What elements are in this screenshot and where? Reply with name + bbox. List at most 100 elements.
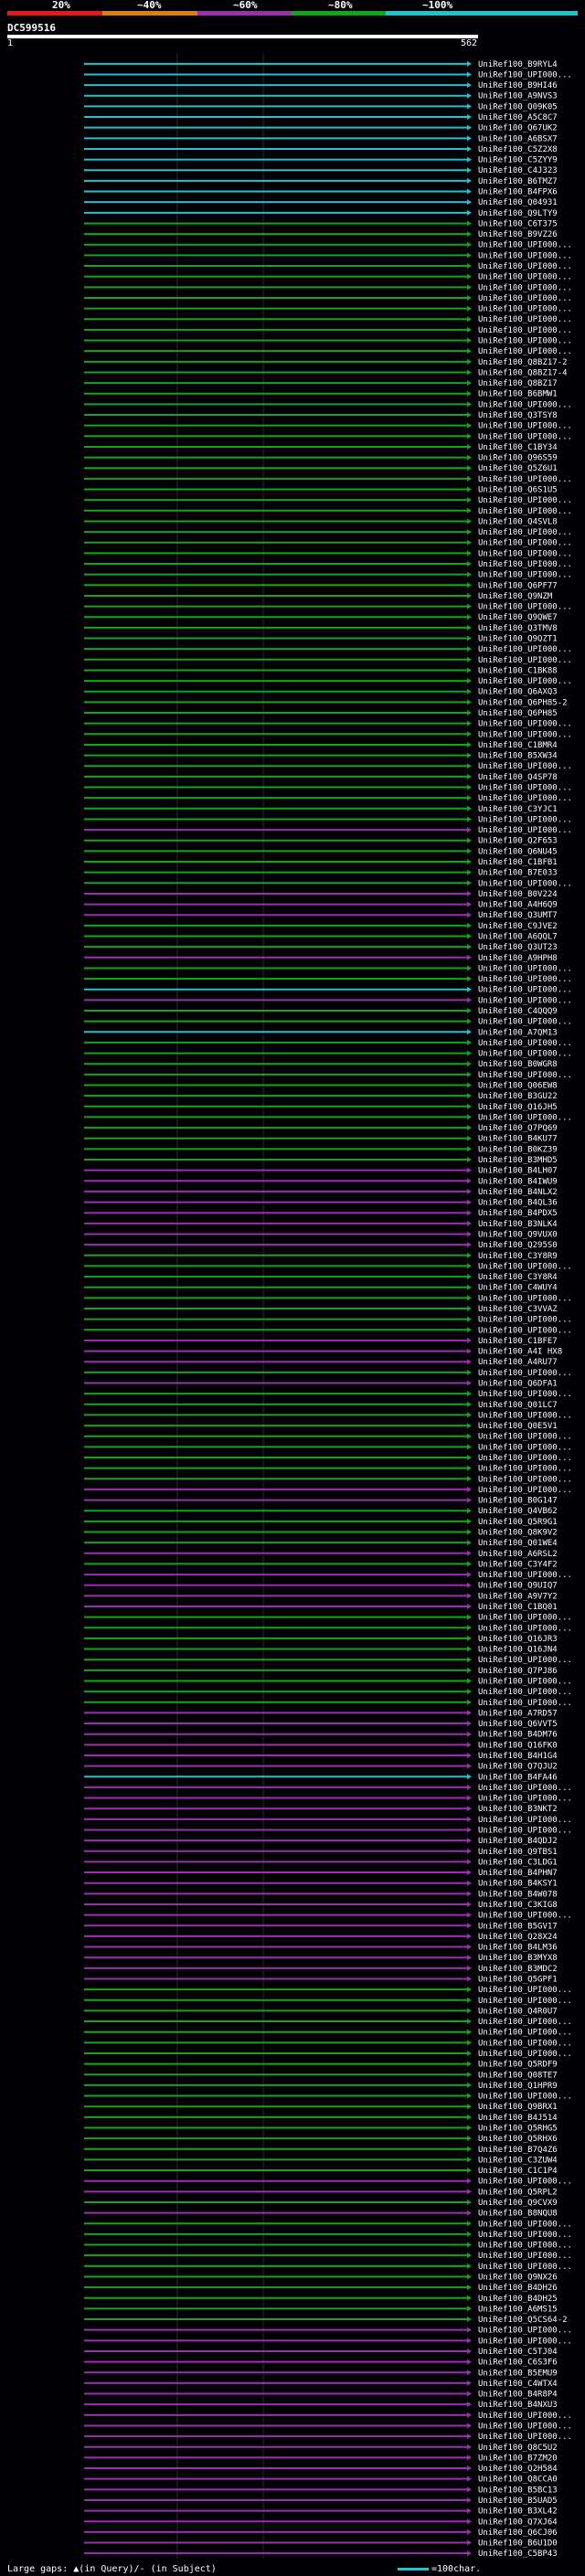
- hit-row[interactable]: UniRef100_UPI000...: [84, 305, 572, 314]
- hit-row[interactable]: UniRef100_B4PHN7: [84, 1869, 558, 1878]
- hit-row[interactable]: UniRef100_Q7QJU2: [84, 1763, 558, 1772]
- hit-row[interactable]: UniRef100_C3VVAZ: [84, 1305, 558, 1314]
- hit-row[interactable]: UniRef100_C4QQQ9: [84, 1007, 558, 1016]
- hit-row[interactable]: UniRef100_B4W078: [84, 1890, 558, 1899]
- hit-row[interactable]: UniRef100_B4PDX5: [84, 1209, 558, 1218]
- hit-row[interactable]: UniRef100_B5GV17: [84, 1922, 558, 1931]
- hit-row[interactable]: UniRef100_UPI000...: [84, 1050, 572, 1059]
- hit-row[interactable]: UniRef100_Q28X24: [84, 1933, 558, 1942]
- hit-row[interactable]: UniRef100_UPI000...: [84, 656, 572, 665]
- hit-row[interactable]: UniRef100_B4DH26: [84, 2284, 558, 2293]
- hit-row[interactable]: UniRef100_UPI000...: [84, 762, 572, 771]
- hit-row[interactable]: UniRef100_Q5RHG5: [84, 2124, 558, 2133]
- hit-row[interactable]: UniRef100_UPI000...: [84, 1614, 572, 1623]
- hit-row[interactable]: UniRef100_Q01LC7: [84, 1401, 558, 1410]
- hit-row[interactable]: UniRef100_UPI000...: [84, 70, 572, 80]
- hit-row[interactable]: UniRef100_A6BSX7: [84, 134, 558, 143]
- hit-row[interactable]: UniRef100_UPI000...: [84, 337, 572, 346]
- hit-row[interactable]: UniRef100_B3NKT2: [84, 1805, 558, 1814]
- hit-row[interactable]: UniRef100_Q9VUX0: [84, 1231, 558, 1240]
- hit-row[interactable]: UniRef100_B3GU22: [84, 1092, 558, 1101]
- hit-row[interactable]: UniRef100_A4I HX8: [84, 1348, 562, 1357]
- hit-row[interactable]: UniRef100_Q9TBS1: [84, 1848, 558, 1857]
- hit-row[interactable]: UniRef100_UPI000...: [84, 730, 572, 739]
- hit-row[interactable]: UniRef100_Q3TSY8: [84, 411, 558, 420]
- hit-row[interactable]: UniRef100_Q04931: [84, 198, 558, 207]
- hit-row[interactable]: UniRef100_UPI000...: [84, 645, 572, 654]
- hit-row[interactable]: UniRef100_UPI000...: [84, 784, 572, 793]
- hit-row[interactable]: UniRef100_UPI000...: [84, 2263, 572, 2272]
- hit-row[interactable]: UniRef100_UPI000...: [84, 1465, 572, 1474]
- hit-row[interactable]: UniRef100_Q9BRX1: [84, 2103, 558, 2112]
- hit-row[interactable]: UniRef100_UPI000...: [84, 975, 572, 984]
- hit-row[interactable]: UniRef100_Q9LTY9: [84, 209, 558, 218]
- hit-row[interactable]: UniRef100_UPI000...: [84, 879, 572, 888]
- hit-row[interactable]: UniRef100_Q16JR3: [84, 1635, 558, 1644]
- hit-row[interactable]: UniRef100_Q2H584: [84, 2465, 558, 2474]
- hit-row[interactable]: UniRef100_B4KSY1: [84, 1880, 558, 1889]
- hit-row[interactable]: UniRef100_UPI000...: [84, 400, 572, 409]
- hit-row[interactable]: UniRef100_B4IWU9: [84, 1177, 558, 1186]
- hit-row[interactable]: UniRef100_C1C1P4: [84, 2167, 558, 2176]
- hit-row[interactable]: UniRef100_UPI000...: [84, 1677, 572, 1686]
- hit-row[interactable]: UniRef100_UPI000...: [84, 1390, 572, 1399]
- hit-row[interactable]: UniRef100_Q3UT23: [84, 943, 558, 952]
- hit-row[interactable]: UniRef100_UPI000...: [84, 528, 572, 537]
- hit-row[interactable]: UniRef100_B9HI46: [84, 81, 558, 90]
- hit-row[interactable]: UniRef100_UPI000...: [84, 2422, 572, 2431]
- hit-row[interactable]: UniRef100_UPI000...: [84, 315, 572, 324]
- hit-row[interactable]: UniRef100_Q67UK2: [84, 124, 558, 133]
- hit-row[interactable]: UniRef100_B3MDC2: [84, 1965, 558, 1974]
- hit-row[interactable]: UniRef100_Q6PH85: [84, 709, 558, 718]
- hit-row[interactable]: UniRef100_UPI000...: [84, 826, 572, 835]
- hit-row[interactable]: UniRef100_Q08TE7: [84, 2071, 558, 2080]
- hit-row[interactable]: UniRef100_C1BY34: [84, 443, 558, 452]
- hit-row[interactable]: UniRef100_B0WGR8: [84, 1060, 558, 1069]
- hit-row[interactable]: UniRef100_B9VZ26: [84, 230, 558, 239]
- hit-row[interactable]: UniRef100_UPI000...: [84, 1997, 572, 2006]
- hit-row[interactable]: UniRef100_UPI000...: [84, 1912, 572, 1921]
- hit-row[interactable]: UniRef100_C3YJC1: [84, 805, 558, 814]
- hit-row[interactable]: UniRef100_B5BC13: [84, 2486, 558, 2495]
- hit-row[interactable]: UniRef100_A7RD57: [84, 1709, 558, 1718]
- hit-row[interactable]: UniRef100_B4QDJ2: [84, 1837, 558, 1846]
- hit-row[interactable]: UniRef100_B3MYX8: [84, 1954, 558, 1963]
- hit-row[interactable]: UniRef100_Q5Z6U1: [84, 464, 558, 473]
- hit-row[interactable]: UniRef100_B3XL42: [84, 2507, 558, 2517]
- hit-row[interactable]: UniRef100_B5EMU9: [84, 2369, 558, 2378]
- hit-row[interactable]: UniRef100_Q1HPR9: [84, 2082, 558, 2091]
- hit-row[interactable]: UniRef100_UPI000...: [84, 603, 572, 612]
- hit-row[interactable]: UniRef100_Q06EW8: [84, 1082, 558, 1091]
- hit-row[interactable]: UniRef100_UPI000...: [84, 1688, 572, 1697]
- hit-row[interactable]: UniRef100_UPI000...: [84, 2242, 572, 2251]
- hit-row[interactable]: UniRef100_UPI000...: [84, 2018, 572, 2027]
- hit-row[interactable]: UniRef100_Q5RDF9: [84, 2061, 558, 2070]
- hit-row[interactable]: UniRef100_Q8BZ17: [84, 379, 558, 388]
- hit-row[interactable]: UniRef100_UPI000...: [84, 1039, 572, 1048]
- hit-row[interactable]: UniRef100_A4H6Q9: [84, 901, 558, 910]
- hit-row[interactable]: UniRef100_A9HPH8: [84, 954, 558, 963]
- hit-row[interactable]: UniRef100_B4R8P4: [84, 2390, 558, 2400]
- hit-row[interactable]: UniRef100_Q295S0: [84, 1241, 558, 1250]
- hit-row[interactable]: UniRef100_UPI000...: [84, 347, 572, 356]
- hit-row[interactable]: UniRef100_UPI000...: [84, 1113, 572, 1122]
- hit-row[interactable]: UniRef100_UPI000...: [84, 1071, 572, 1080]
- hit-row[interactable]: UniRef100_UPI000...: [84, 964, 572, 973]
- hit-row[interactable]: UniRef100_C6S3F6: [84, 2359, 558, 2368]
- hit-row[interactable]: UniRef100_C1BQ01: [84, 1603, 558, 1612]
- hit-row[interactable]: UniRef100_Q6NU45: [84, 847, 558, 856]
- hit-row[interactable]: UniRef100_A6MS15: [84, 2305, 558, 2314]
- hit-row[interactable]: UniRef100_B4QL36: [84, 1199, 558, 1208]
- hit-row[interactable]: UniRef100_B4DH25: [84, 2295, 558, 2304]
- hit-row[interactable]: UniRef100_UPI000...: [84, 1369, 572, 1378]
- hit-row[interactable]: UniRef100_UPI000...: [84, 1795, 572, 1804]
- hit-row[interactable]: UniRef100_Q6DFA1: [84, 1379, 558, 1388]
- hit-row[interactable]: UniRef100_C3Y8R4: [84, 1273, 558, 1282]
- hit-row[interactable]: UniRef100_UPI000...: [84, 1018, 572, 1027]
- hit-row[interactable]: UniRef100_UPI000...: [84, 2220, 572, 2229]
- hit-row[interactable]: UniRef100_UPI000...: [84, 1784, 572, 1793]
- hit-row[interactable]: UniRef100_C4J323: [84, 166, 558, 175]
- hit-row[interactable]: UniRef100_C3ZUW4: [84, 2156, 558, 2165]
- hit-row[interactable]: UniRef100_Q2F653: [84, 837, 558, 846]
- hit-row[interactable]: UniRef100_UPI000...: [84, 2093, 572, 2102]
